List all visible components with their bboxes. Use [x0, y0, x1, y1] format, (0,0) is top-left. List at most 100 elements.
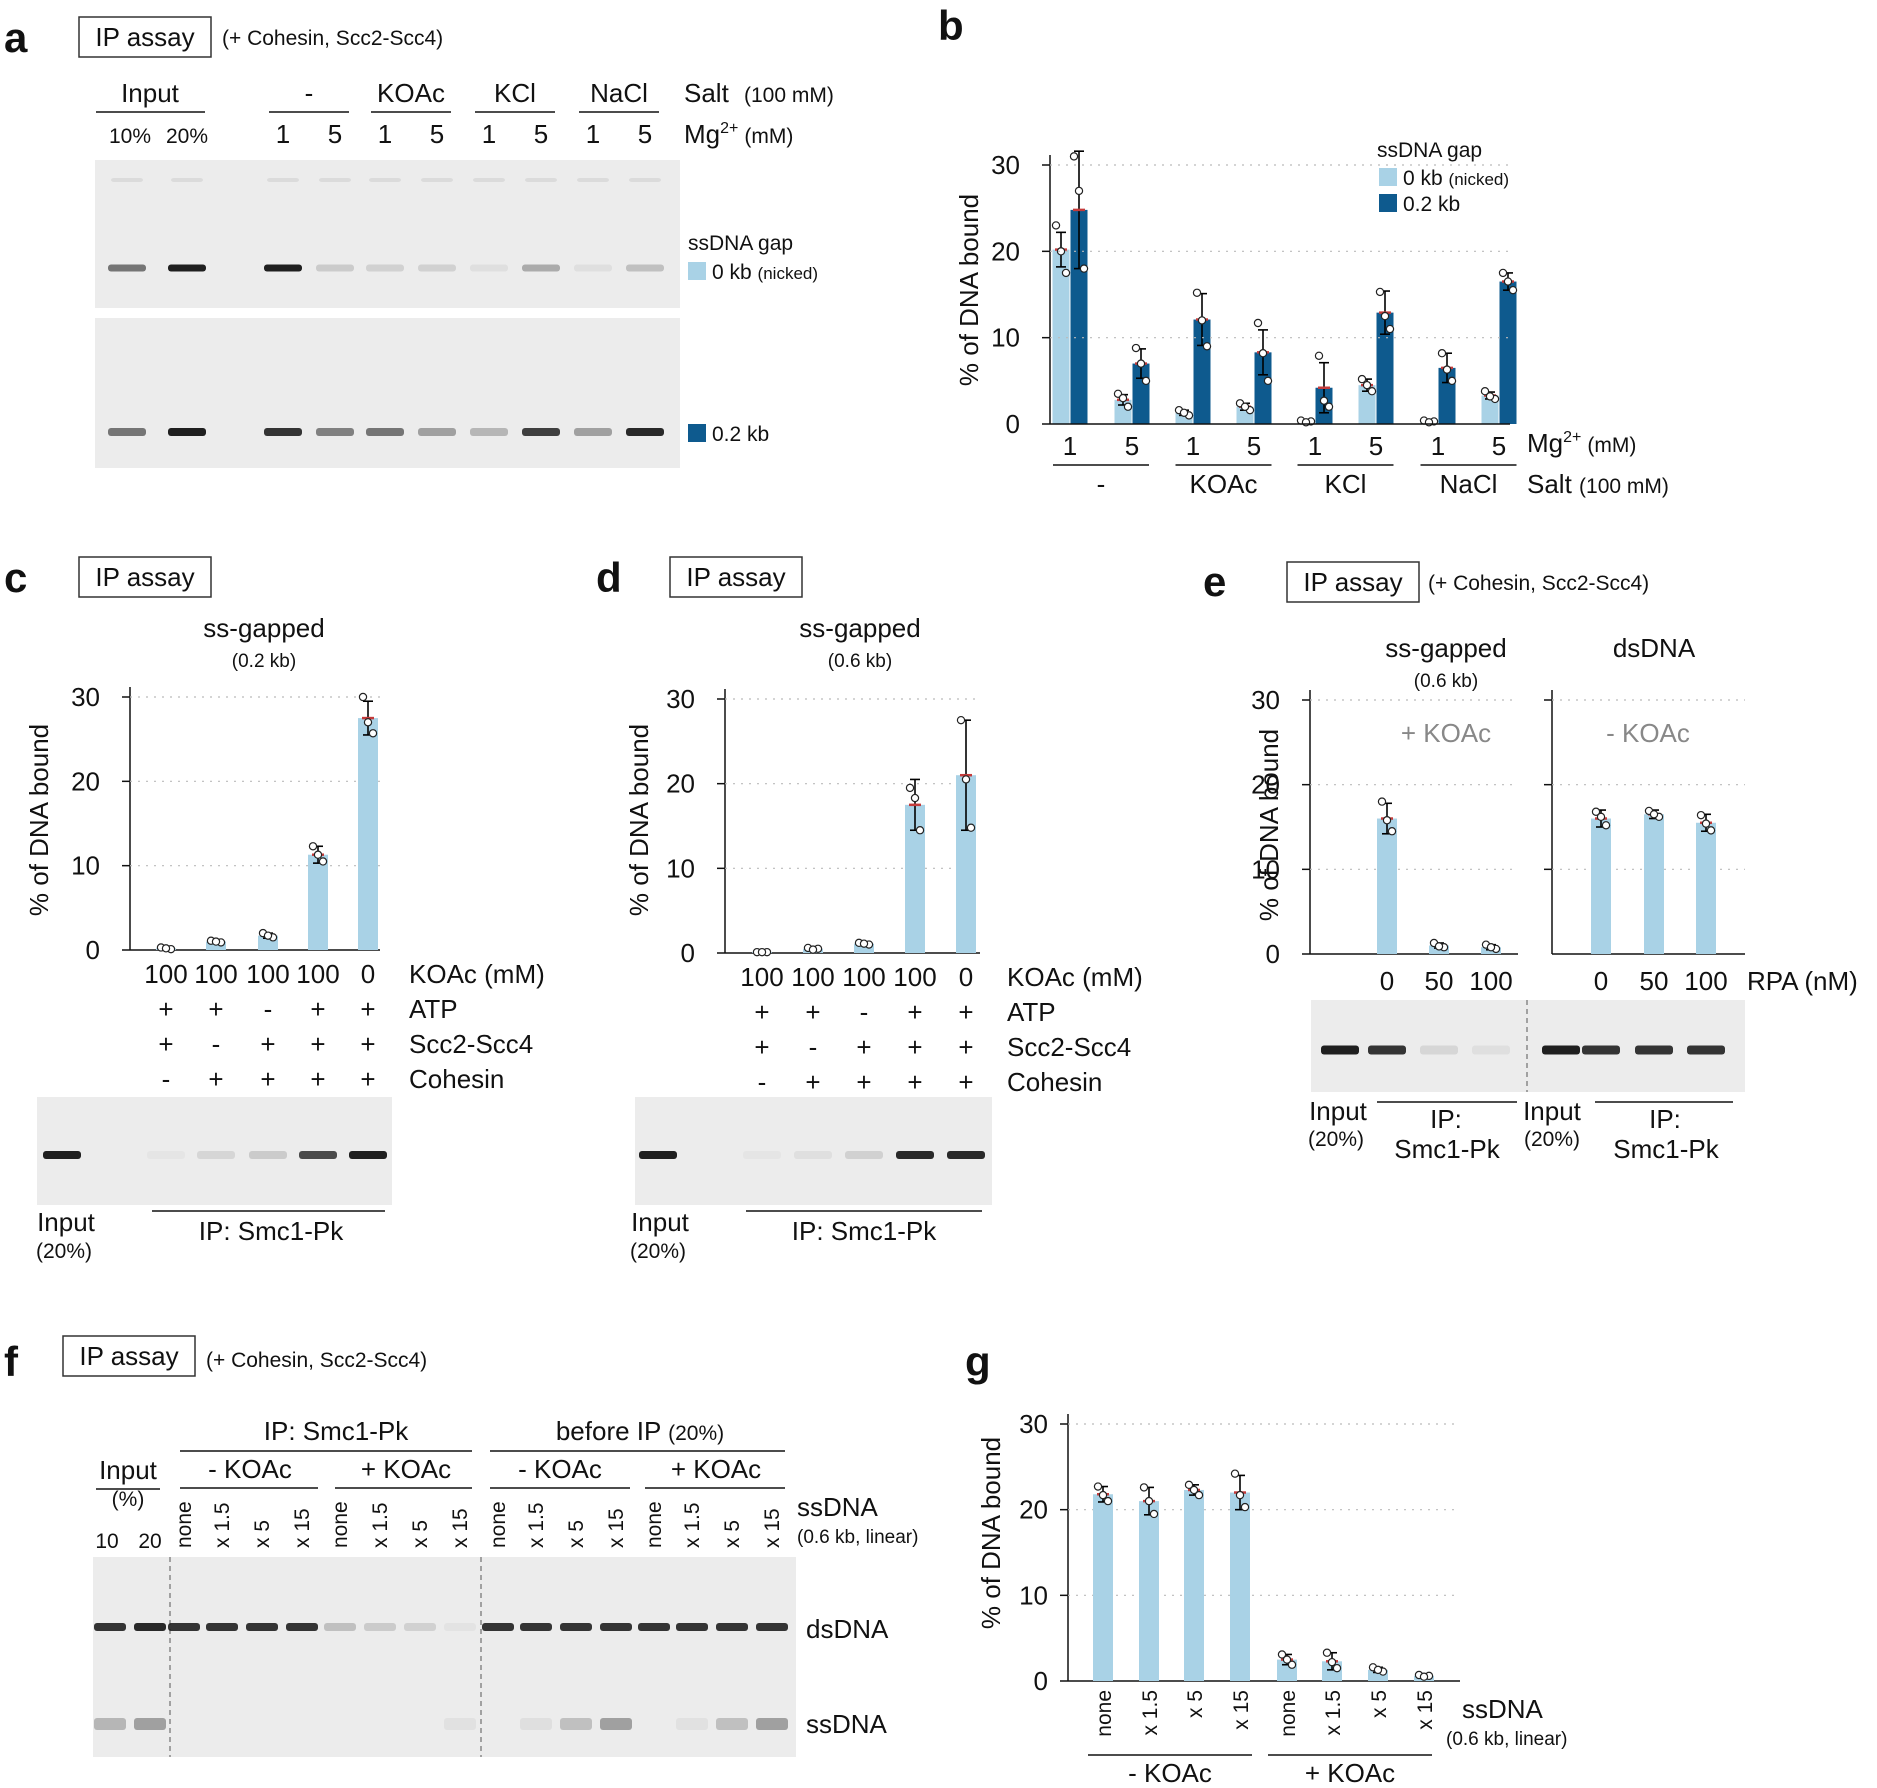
rpa-value-e-5: 100 [1684, 966, 1727, 996]
row-label-c-2: Cohesin [409, 1064, 504, 1094]
mg-label-a: Mg2+ (mM) [684, 119, 793, 149]
legend-swatch-0kb-a [688, 262, 706, 280]
chart-d-tick-label-1: 10 [666, 853, 695, 883]
ssdna-level-f-0: none [173, 1501, 196, 1548]
sign-d-1-0: + [754, 1032, 769, 1062]
mg-value-a-0: 1 [276, 119, 290, 149]
chart-b-s1-3-point-0 [1253, 318, 1263, 328]
row-label-d-0: ATP [1007, 997, 1056, 1027]
chart-e-g1-0-point-2 [1596, 812, 1606, 822]
sign-c-2-2: + [260, 1064, 275, 1094]
ip-assay-label-e: IP assay [1303, 567, 1402, 597]
koac-value-c-4: 0 [361, 959, 375, 989]
salt-label-b: Salt (100 mM) [1527, 469, 1669, 499]
gel-a-band-nicked-4 [366, 264, 404, 272]
sign-d-2-0: - [758, 1067, 767, 1097]
ip-label-c: IP: Smc1-Pk [199, 1216, 344, 1246]
ssdna-level-f-15: x 15 [761, 1508, 784, 1548]
mg-value-a-7: 5 [638, 119, 652, 149]
gel-f-band-ssdna-13 [600, 1718, 632, 1730]
salt-group-label-b-3: NaCl [1440, 469, 1498, 499]
chart-b-s0-1-point-2 [1118, 393, 1128, 403]
mg-value-b-7: 5 [1492, 431, 1506, 461]
chart-c-tick-label-1: 10 [71, 851, 100, 881]
chart-b-s1-6-point-2 [1442, 365, 1452, 374]
mg-values-a: 1 5 1 5 1 5 1 5 [276, 119, 652, 149]
row-label-c-0: ATP [409, 994, 458, 1024]
chart-c-tick-label-0: 0 [86, 935, 100, 965]
input-pct-20: 20% [166, 125, 208, 148]
chart-b-s1-1-point-2 [1136, 359, 1146, 368]
ssdna-level-f-8: none [487, 1501, 510, 1548]
chart-g-3-bar [1230, 1492, 1250, 1681]
input-label-c: Input [37, 1207, 96, 1237]
mg-value-b-2: 1 [1186, 431, 1200, 461]
gel-f-band-dsdna-0 [94, 1623, 126, 1631]
gel-a-band-nicked-1 [168, 264, 206, 272]
chart-c-4-point-1 [368, 729, 378, 738]
input-label-e1: Input [1309, 1096, 1368, 1126]
rpa-value-e-4: 50 [1640, 966, 1669, 996]
chart-b-s1-0-point-2 [1074, 186, 1084, 196]
chart-b-s1-7-bar [1499, 281, 1517, 424]
legend-swatch-02kb-b [1379, 194, 1397, 212]
gel-a-nicked [95, 160, 680, 308]
chart-b-s0-7-point-0 [1480, 386, 1490, 396]
sign-c-0-2: - [264, 994, 273, 1024]
ssdna-levels-f: none x 1.5 x 5 x 15 none x 1.5 x 5 x 15 none x 1.… [173, 1501, 784, 1548]
subtitle-d: (0.6 kb) [828, 651, 892, 672]
chart-g-tick-label-2: 20 [1019, 1495, 1048, 1525]
salt-group-label-a-1: KOAc [377, 78, 445, 108]
sign-c-0-0: + [158, 994, 173, 1024]
chart-g-1-bar [1139, 1501, 1159, 1681]
chart-b-s0-0-point-1 [1061, 268, 1071, 278]
gel-f-band-ssdna-0 [94, 1718, 126, 1730]
chart-g-1-point-2 [1144, 1496, 1154, 1506]
chart-b-s1-3-point-1 [1263, 376, 1273, 386]
gel-f-band-dsdna-4 [246, 1623, 278, 1631]
chart-b-s0-7-point-2 [1485, 392, 1495, 401]
gel-f-band-dsdna-8 [404, 1623, 436, 1631]
ip-label-e1b: Smc1-Pk [1394, 1134, 1500, 1164]
input-value-20: 20 [138, 1530, 161, 1553]
gel-a-well-nicked-2 [267, 178, 299, 182]
mg-value-a-4: 1 [482, 119, 496, 149]
chart-g-tick-label-1: 10 [1019, 1580, 1048, 1610]
chart-b [1051, 150, 1518, 427]
salt-group-label-a-2: KCl [494, 78, 536, 108]
ssdna-level-f-2: x 5 [251, 1520, 274, 1548]
sign-d-0-3: + [907, 997, 922, 1027]
rpa-value-e-1: 50 [1425, 966, 1454, 996]
ssdna-label-g: ssDNA [1462, 1694, 1544, 1724]
gel-d-band-2 [794, 1151, 832, 1159]
legend-swatch-0kb-b [1379, 168, 1397, 186]
koac-label-c: KOAc (mM) [409, 959, 545, 989]
chart-d-0-point-2 [757, 947, 767, 957]
chart-c: 0 10 20 30 [71, 682, 380, 965]
gel-a-band-nicked-0 [108, 264, 146, 272]
gel-a-band-nicked-9 [626, 264, 664, 272]
sign-d-1-2: + [856, 1032, 871, 1062]
ssdna-level-g-4: none [1277, 1690, 1300, 1737]
sign-c-1-0: + [158, 1029, 173, 1059]
ip-assay-box-e [1286, 561, 1420, 603]
ip-label-e1a: IP: [1430, 1104, 1462, 1134]
x-labels-b: 1 5 1 5 1 5 1 5- KOAc KCl NaCl [1053, 431, 1517, 499]
chart-g-0-point-0 [1093, 1482, 1103, 1491]
mg-value-b-5: 5 [1369, 431, 1383, 461]
panel-letter-g: g [965, 1338, 991, 1385]
ssdna-label-f: ssDNA [797, 1492, 879, 1522]
ssdna-level-f-11: x 15 [605, 1508, 628, 1548]
chart-b-s1-2-point-2 [1197, 316, 1207, 325]
ssdna-level-f-12: none [643, 1501, 666, 1548]
gel-c-band-3 [249, 1151, 287, 1159]
gel-a-band-gapped-0 [108, 428, 146, 436]
y-title-d: % of DNA bound [624, 724, 654, 916]
sign-d-1-3: + [907, 1032, 922, 1062]
chart-e-g0-0-point-2 [1382, 816, 1392, 825]
sign-c-2-0: - [162, 1064, 171, 1094]
chart-c-1-bar [206, 941, 226, 950]
gel-d-band-4 [896, 1151, 934, 1159]
chart-e-g1-2-point-1 [1706, 826, 1716, 835]
